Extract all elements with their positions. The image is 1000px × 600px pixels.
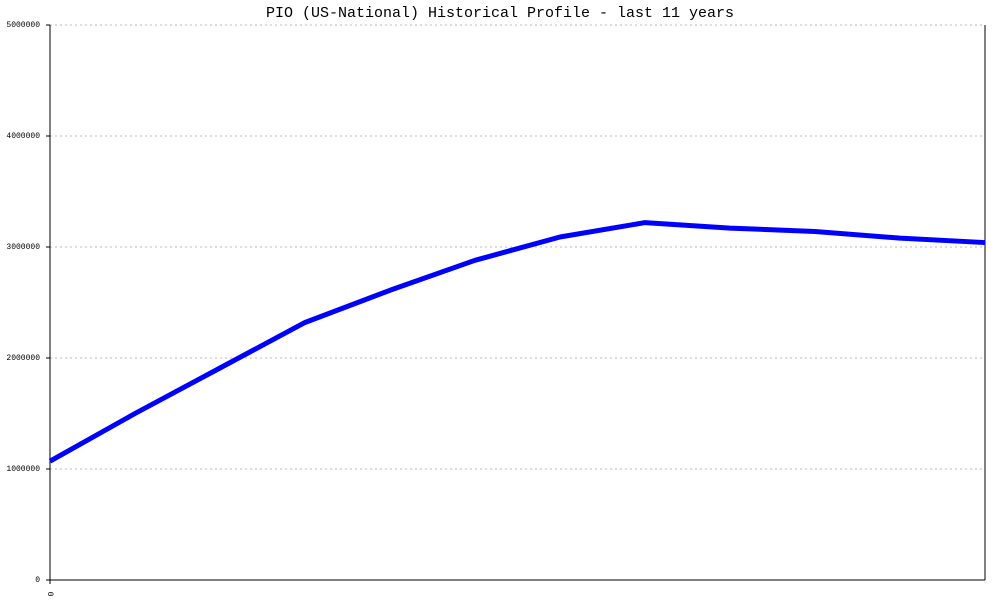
chart-title: PIO (US-National) Historical Profile - l… <box>266 5 734 22</box>
y-tick-label: 5000000 <box>6 21 40 30</box>
data-line <box>48 220 986 464</box>
y-tick-label: 2000000 <box>6 354 40 363</box>
x-tick-label: 0 <box>45 592 54 597</box>
y-tick-label: 0 <box>35 576 40 585</box>
y-tick-label: 3000000 <box>6 243 40 252</box>
y-tick-label: 1000000 <box>6 465 40 474</box>
y-tick-label: 4000000 <box>6 132 40 141</box>
